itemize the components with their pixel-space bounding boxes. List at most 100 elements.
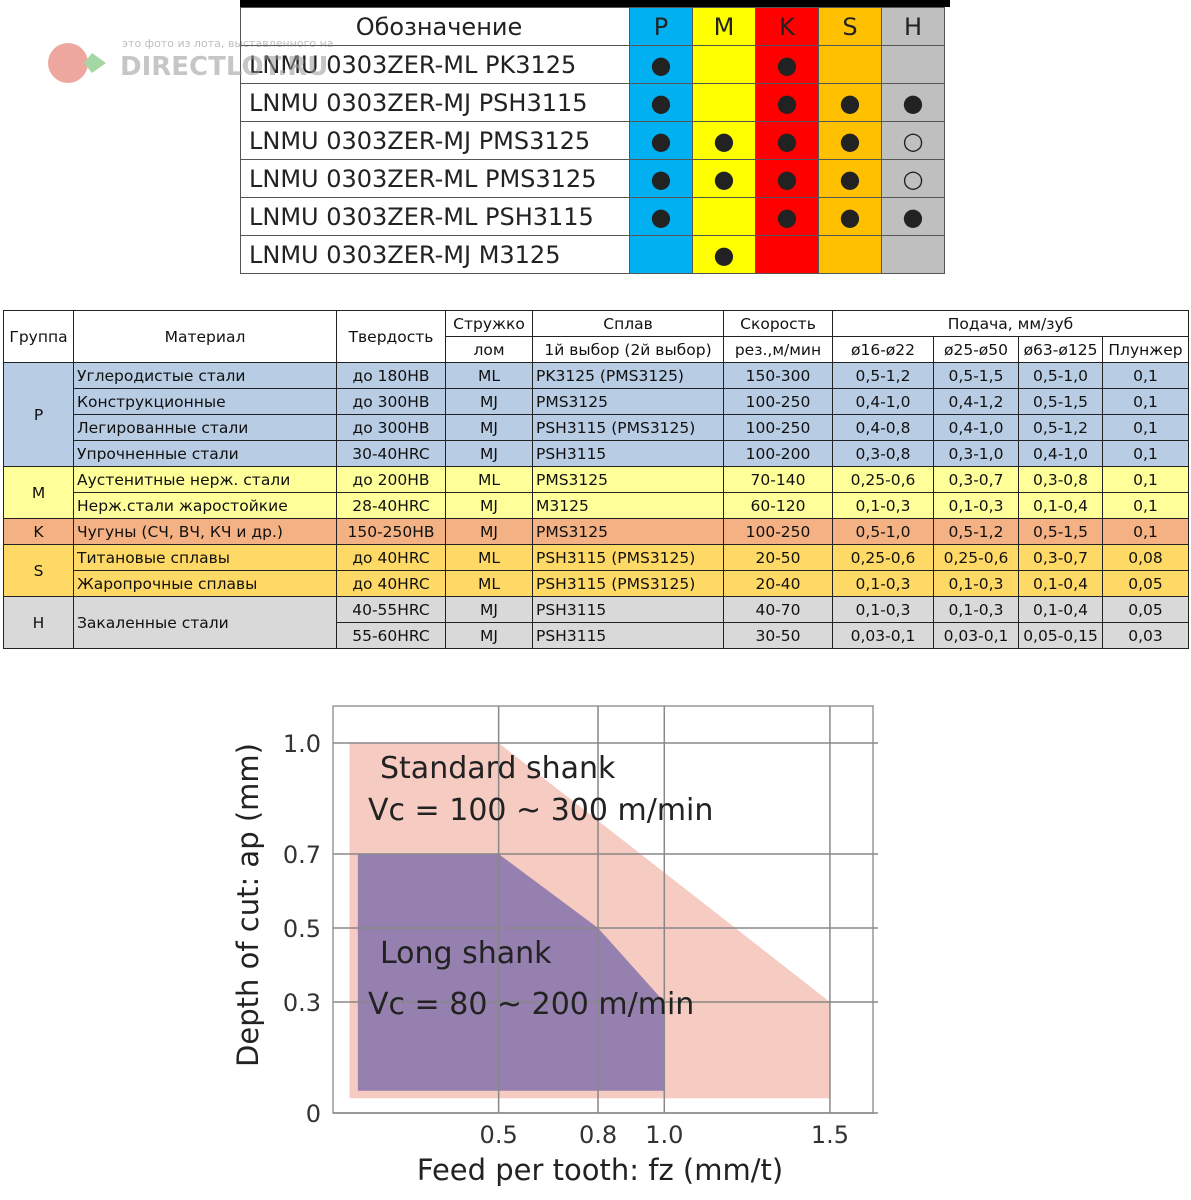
data-cell: до 300HB (336, 414, 446, 441)
applicability-cell (692, 45, 756, 84)
header-cell: Скорость (723, 310, 833, 337)
header-cell: рез.,м/мин (723, 336, 833, 363)
header-row: Группа Материал Твердость Стружко Сплав Скоро… (3, 310, 1190, 363)
applicability-cell (692, 83, 756, 122)
data-cell: 0,1 (1101, 440, 1190, 467)
data-row: H Закаленные стали 40-55HRC MJ PSH3115 40-70 0… (3, 596, 1190, 649)
data-cell: 0,4-1,0 (933, 414, 1019, 441)
grade-row: LNMU 0303ZER-MJ PMS3125 ● ● ● ● ○ (240, 121, 945, 160)
data-row: K Чугуны (СЧ, ВЧ, КЧ и др.) 150-250HB MJ PMS… (3, 518, 1190, 545)
data-cell: PSH3115 (532, 596, 724, 623)
data-cell: 28-40HRC (336, 492, 446, 519)
data-cell: 100-200 (723, 440, 833, 467)
applicability-cell: ● (755, 159, 819, 198)
header-row: Обозначение P M K S H (240, 7, 945, 46)
logo-icon (48, 43, 88, 83)
y-tick-label: 0 (306, 1100, 321, 1128)
applicability-cell: ● (818, 159, 882, 198)
y-tick-label: 0.3 (283, 989, 321, 1017)
applicability-cell (818, 45, 882, 84)
grade-row: LNMU 0303ZER-MJ PSH3115 ● ● ● ● (240, 83, 945, 122)
data-cell: 0,1 (1101, 388, 1190, 415)
data-cell: 0,1-0,4 (1018, 596, 1103, 623)
data-cell: 20-40 (723, 570, 833, 597)
grade-row: LNMU 0303ZER-ML PMS3125 ● ● ● ● ○ (240, 159, 945, 198)
data-cell: 0,1-0,3 (832, 570, 934, 597)
data-cell: 150-300 (723, 362, 833, 389)
data-cell: PSH3115 (532, 622, 724, 649)
data-cell: 0,4-1,0 (832, 388, 934, 415)
material-cell: Упрочненные стали (73, 440, 337, 467)
data-cell: PMS3125 (532, 518, 724, 545)
material-cell: Легированные стали (73, 414, 337, 441)
data-cell: 0,5-1,0 (1018, 362, 1103, 389)
data-cell: 0,4-1,0 (1018, 440, 1103, 467)
group-cell: M (3, 466, 74, 519)
x-tick-label: 1.0 (645, 1121, 683, 1149)
data-cell: 0,3-0,7 (1018, 544, 1103, 571)
data-cell: 0,25-0,6 (933, 544, 1019, 571)
material-cell: Чугуны (СЧ, ВЧ, КЧ и др.) (73, 518, 337, 545)
applicability-cell: ● (629, 45, 693, 84)
data-cell: 0,05 (1101, 596, 1190, 623)
data-cell: 150-250HB (336, 518, 446, 545)
region-name: Standard shank (380, 751, 616, 786)
x-tick-label: 0.5 (480, 1121, 518, 1149)
data-cell: MJ (445, 388, 533, 415)
header-cell: 1й выбор (2й выбор) (532, 336, 724, 363)
data-cell: 0,05 (1101, 570, 1190, 597)
data-cell: до 200HB (336, 466, 446, 493)
data-cell: 40-70 (723, 596, 833, 623)
applicability-cell (692, 197, 756, 236)
header-cell: S (818, 7, 882, 46)
data-row: Жаропрочные сплавы до 40HRC ML PSH3115 (PMS… (4, 570, 1190, 597)
data-cell: 70-140 (723, 466, 833, 493)
material-cell: Нерж.стали жаростойкие (73, 492, 337, 519)
data-cell: 0,05-0,15 (1018, 622, 1103, 649)
data-cell: MJ (445, 622, 533, 649)
header-cell: лом (445, 336, 533, 363)
grade-row: LNMU 0303ZER-ML PK3125 ● ● (240, 45, 945, 84)
data-cell: 0,1 (1101, 414, 1190, 441)
applicability-cell (881, 45, 945, 84)
data-cell: 100-250 (723, 388, 833, 415)
watermark-caption: это фото из лота, выставленного на (122, 37, 334, 50)
data-cell: 40-55HRC (336, 596, 446, 623)
applicability-cell: ● (629, 121, 693, 160)
data-cell: 0,3-0,7 (933, 466, 1019, 493)
data-cell: 0,3-0,8 (832, 440, 934, 467)
data-cell: 0,1 (1101, 362, 1190, 389)
header-cell: Стружко (445, 310, 533, 337)
data-cell: 0,25-0,6 (832, 544, 934, 571)
data-row: Конструкционные до 300HB MJ PMS3125 100-250 0… (4, 388, 1190, 415)
designation-cell: LNMU 0303ZER-MJ PMS3125 (240, 121, 630, 160)
designation-cell: LNMU 0303ZER-ML PSH3115 (240, 197, 630, 236)
applicability-cell: ● (818, 83, 882, 122)
data-cell: 0,1 (1101, 492, 1190, 519)
cutting-table: Группа Материал Твердость Стружко Сплав Скоро… (3, 310, 1190, 649)
data-cell: 30-40HRC (336, 440, 446, 467)
header-cell: Плунжер (1101, 336, 1190, 363)
header-cell: Сплав (532, 310, 724, 337)
header-cell: Подача, мм/зуб (831, 310, 1190, 337)
data-cell: 0,03 (1101, 622, 1190, 649)
data-cell: 0,03-0,1 (832, 622, 934, 649)
data-cell: 0,5-1,5 (933, 362, 1019, 389)
data-cell: 0,1-0,4 (1018, 570, 1103, 597)
material-cell: Аустенитные нерж. стали (73, 466, 337, 493)
applicability-cell: ● (629, 159, 693, 198)
material-cell: Углеродистые стали (73, 362, 337, 389)
applicability-cell: ● (818, 121, 882, 160)
data-row: Упрочненные стали 30-40HRC MJ PSH3115 100-20… (4, 440, 1190, 467)
data-row: M Аустенитные нерж. стали до 200HB ML PMS312… (3, 466, 1190, 519)
material-cell: Жаропрочные сплавы (73, 570, 337, 597)
applicability-cell: ● (755, 45, 819, 84)
data-row: 55-60HRC MJ PSH3115 30-50 0,03-0,1 0,03-0,1 0,… (4, 622, 1190, 649)
data-cell: MJ (445, 596, 533, 623)
region-name: Long shank (380, 936, 552, 971)
data-cell: PMS3125 (532, 388, 724, 415)
data-cell: 100-250 (723, 414, 833, 441)
data-cell: 0,1-0,3 (832, 492, 934, 519)
applicability-cell (818, 235, 882, 274)
data-cell: 0,1 (1101, 518, 1190, 545)
